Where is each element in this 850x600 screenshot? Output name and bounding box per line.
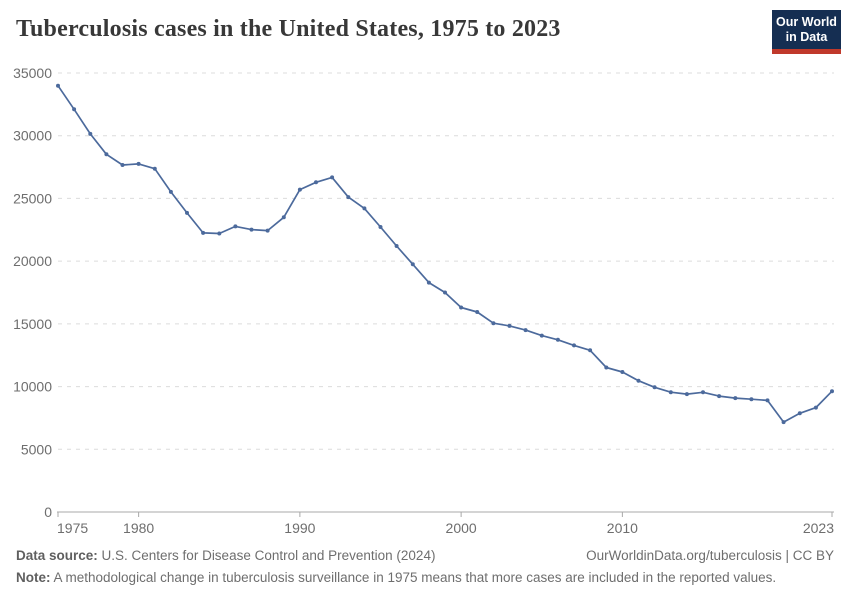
data-point-2023[interactable] (830, 389, 834, 394)
data-point-1991[interactable] (314, 180, 318, 185)
data-point-1997[interactable] (410, 262, 415, 267)
data-point-2022[interactable] (813, 405, 818, 410)
data-point-1996[interactable] (394, 244, 399, 248)
data-point-1999[interactable] (443, 290, 447, 295)
data-point-1983[interactable] (185, 210, 189, 215)
y-axis-tick-label: 10000 (13, 379, 52, 395)
data-point-1990[interactable] (297, 187, 302, 192)
owid-logo[interactable]: Our World in Data (772, 10, 841, 54)
x-axis-tick-label: 1980 (123, 520, 154, 536)
data-point-2001[interactable] (475, 310, 480, 314)
x-axis-tick-label: 1990 (284, 520, 315, 536)
data-point-1998[interactable] (426, 280, 431, 285)
data-point-1976[interactable] (72, 107, 77, 112)
y-axis-tick-label: 5000 (21, 441, 52, 457)
data-point-1981[interactable] (152, 166, 157, 171)
data-point-1986[interactable] (233, 224, 238, 229)
footer-row-note: Note: A methodological change in tubercu… (16, 570, 777, 585)
y-axis-tick-label: 35000 (13, 65, 52, 81)
data-point-1994[interactable] (362, 206, 367, 211)
data-point-1977[interactable] (88, 131, 93, 136)
y-axis-tick-label: 15000 (13, 316, 52, 332)
figure-footer: Data source: U.S. Centers for Disease Co… (16, 545, 834, 589)
line-chart[interactable]: 0 5000 10000 15000 20000 25000 30000 35000 1975 1… (0, 60, 850, 540)
data-source-label: Data source: (16, 548, 98, 563)
data-point-1989[interactable] (281, 215, 286, 220)
data-point-2017[interactable] (733, 396, 738, 401)
data-point-2015[interactable] (701, 390, 705, 395)
owid-citation-link[interactable]: OurWorldinData.org/tuberculosis | CC BY (586, 548, 834, 563)
data-point-2010[interactable] (620, 370, 625, 374)
footer-row-source: Data source: U.S. Centers for Disease Co… (16, 545, 834, 567)
data-point-2008[interactable] (588, 348, 593, 353)
data-point-2000[interactable] (459, 305, 464, 310)
data-point-2007[interactable] (572, 343, 576, 348)
x-axis-tick-label: 1975 (57, 520, 88, 536)
data-point-1978[interactable] (104, 152, 109, 157)
data-point-1992[interactable] (330, 175, 335, 180)
data-point-2011[interactable] (636, 378, 641, 383)
data-point-2012[interactable] (652, 385, 657, 390)
data-point-1975[interactable] (56, 83, 60, 88)
data-point-2009[interactable] (604, 365, 609, 370)
x-axis-tick-label: 2010 (607, 520, 638, 536)
x-axis-tick-label: 2023 (803, 520, 834, 536)
data-point-2021[interactable] (797, 411, 802, 416)
note-label: Note: (16, 570, 51, 585)
data-point-1988[interactable] (265, 228, 270, 233)
data-point-2020[interactable] (781, 420, 786, 425)
data-point-1985[interactable] (217, 231, 222, 236)
data-point-1980[interactable] (136, 161, 141, 166)
data-point-2002[interactable] (491, 321, 496, 326)
data-point-1993[interactable] (346, 195, 351, 200)
data-point-2003[interactable] (507, 323, 512, 328)
data-point-2004[interactable] (523, 328, 528, 333)
data-point-1995[interactable] (378, 225, 383, 229)
data-point-1982[interactable] (168, 189, 173, 194)
data-point-2013[interactable] (668, 390, 673, 395)
data-point-2014[interactable] (684, 392, 689, 397)
data-point-2016[interactable] (717, 394, 722, 399)
y-axis-tick-label: 30000 (13, 128, 52, 144)
owid-logo-line2: in Data (785, 30, 828, 44)
data-point-1984[interactable] (201, 230, 206, 235)
y-axis-tick-label: 25000 (13, 190, 52, 206)
data-point-2005[interactable] (539, 333, 544, 338)
data-point-2006[interactable] (555, 337, 560, 342)
page-title: Tuberculosis cases in the United States,… (16, 16, 561, 42)
data-point-1987[interactable] (249, 227, 254, 232)
x-axis-tick-label: 2000 (446, 520, 477, 536)
data-point-2019[interactable] (765, 398, 770, 403)
data-point-2018[interactable] (749, 397, 754, 402)
y-axis-tick-label: 0 (44, 504, 52, 520)
owid-logo-line1: Our World (776, 15, 837, 29)
data-source-text: Data source: U.S. Centers for Disease Co… (16, 548, 436, 563)
data-point-1979[interactable] (120, 163, 125, 167)
y-axis-tick-label: 20000 (13, 253, 52, 269)
